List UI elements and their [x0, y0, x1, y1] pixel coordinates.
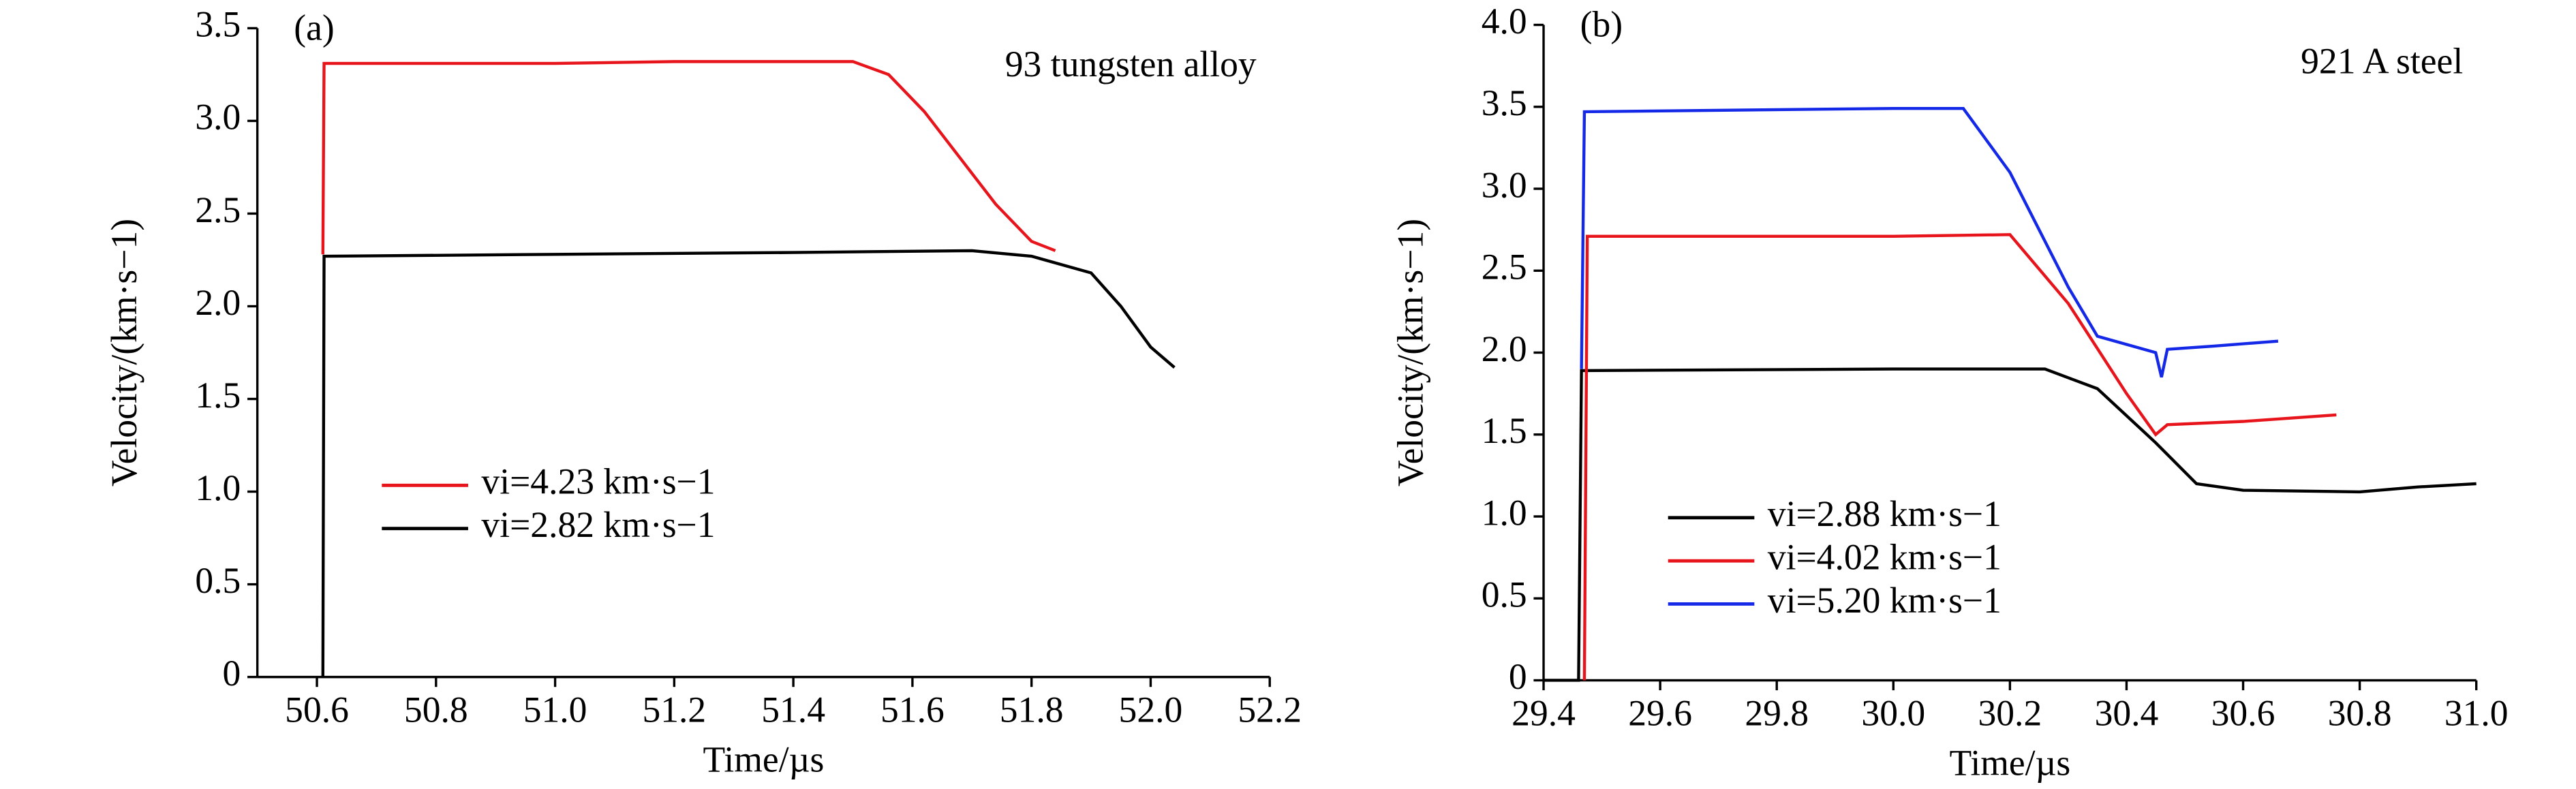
x-tick-label: 52.2	[1238, 689, 1302, 730]
x-tick-label: 29.8	[1745, 692, 1809, 733]
x-axis-label: Time/µs	[1949, 742, 2070, 783]
series-line	[1544, 367, 2477, 682]
x-tick-label: 51.0	[523, 689, 587, 730]
x-tick-label: 30.8	[2328, 692, 2392, 733]
y-tick-label: 3.0	[1482, 164, 1527, 205]
x-axis-label: Time/µs	[703, 739, 825, 780]
series-line	[321, 249, 1176, 677]
x-tick-label: 50.8	[404, 689, 468, 730]
y-axis-label: Velocity/(km·s−1)	[1390, 219, 1430, 486]
y-tick-label: 0	[223, 653, 241, 694]
x-tick-label: 29.4	[1512, 692, 1576, 733]
panel-label: (a)	[294, 7, 334, 48]
y-tick-label: 2.5	[195, 189, 241, 230]
legend-label: vi=2.82 km·s−1	[481, 504, 715, 545]
series-line	[1580, 106, 2279, 378]
y-tick-label: 2.0	[195, 282, 241, 323]
x-tick-label: 52.0	[1119, 689, 1183, 730]
x-tick-label: 30.2	[1978, 692, 2042, 733]
series-line	[1582, 233, 2337, 681]
x-tick-label: 51.2	[642, 689, 706, 730]
legend-label: vi=5.20 km·s−1	[1768, 580, 2002, 621]
y-tick-label: 3.5	[1482, 82, 1527, 123]
x-tick-label: 30.4	[2095, 692, 2159, 733]
y-tick-label: 3.5	[195, 4, 241, 45]
legend-label: vi=2.88 km·s−1	[1768, 493, 2002, 534]
x-tick-label: 51.8	[1000, 689, 1064, 730]
y-tick-label: 0.5	[1482, 574, 1527, 615]
panel-label: (b)	[1580, 4, 1623, 45]
annotation: 93 tungsten alloy	[1005, 44, 1257, 84]
y-tick-label: 2.5	[1482, 247, 1527, 288]
y-tick-label: 0.5	[195, 560, 241, 601]
y-tick-label: 2.0	[1482, 328, 1527, 369]
y-tick-label: 3.0	[195, 97, 241, 138]
annotation: 921 A steel	[2301, 40, 2463, 81]
y-tick-label: 1.5	[195, 375, 241, 416]
x-tick-label: 50.6	[285, 689, 349, 730]
y-tick-label: 1.0	[195, 467, 241, 508]
y-tick-label: 0	[1509, 656, 1527, 697]
y-tick-label: 4.0	[1482, 1, 1527, 42]
x-tick-label: 51.6	[880, 689, 945, 730]
legend-label: vi=4.23 km·s−1	[481, 461, 715, 502]
x-tick-label: 30.6	[2211, 692, 2275, 733]
y-tick-label: 1.0	[1482, 492, 1527, 533]
x-tick-label: 51.4	[761, 689, 825, 730]
y-axis-label: Velocity/(km·s−1)	[104, 219, 144, 486]
x-tick-label: 29.6	[1628, 692, 1692, 733]
y-tick-label: 1.5	[1482, 410, 1527, 451]
legend-label: vi=4.02 km·s−1	[1768, 536, 2002, 577]
x-tick-label: 30.0	[1861, 692, 1925, 733]
series-line	[321, 60, 1056, 255]
x-tick-label: 31.0	[2444, 692, 2509, 733]
